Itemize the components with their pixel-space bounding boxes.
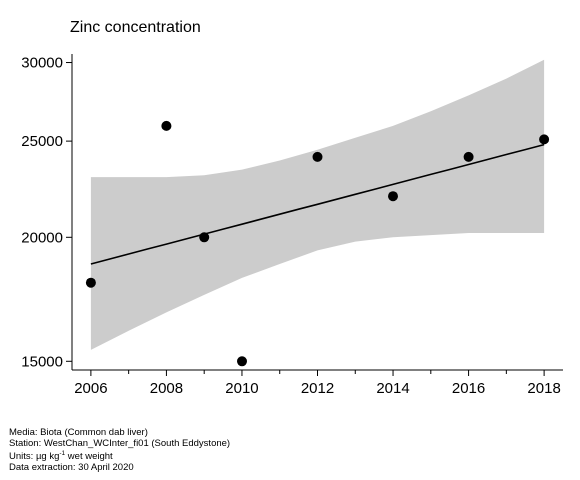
chart-footer: Media: Biota (Common dab liver) Station:… [9,427,231,473]
footer-units-prefix: Units: [9,451,36,463]
data-point [85,277,96,288]
footer-units: Units: µg kg-1 wet weight [9,449,230,463]
data-point [539,134,550,145]
data-point [463,151,474,162]
data-point [388,191,398,202]
y-tick-label: 25000 [21,133,63,150]
data-point [161,120,172,131]
footer-units-mu: µg kg [35,451,60,463]
data-points-layer [85,120,550,367]
x-tick-label: 2008 [150,380,183,397]
footer-media: Media: Biota (Common dab liver) [9,427,148,438]
x-tick-label: 2016 [452,380,485,397]
x-tick-label: 2014 [376,380,409,397]
x-tick-label: 2018 [527,380,560,397]
trend-line [90,143,545,265]
footer-units-suffix: wet weight [65,451,113,463]
footer-extraction: Data extraction: 30 April 2020 [9,461,134,473]
x-tick-label: 2012 [301,380,334,397]
y-tick-label: 20000 [21,229,63,246]
trend-line-layer [90,143,545,265]
data-point [312,151,323,162]
chart-title: Zinc concentration [70,19,201,36]
data-point [199,232,210,243]
x-tick-label: 2010 [225,380,258,397]
y-tick-label: 30000 [21,55,63,72]
x-tick-label: 2006 [74,380,107,397]
axes-layer: 2006 2008 2010 2012 2014 2016 2018 15000 20000 25… [21,54,563,397]
y-tick-label: 15000 [21,353,63,370]
footer-units-sup: -1 [59,450,66,458]
footer-station: Station: WestChan_WCInter_fi01 (South Ed… [9,437,231,449]
data-point [237,356,247,367]
